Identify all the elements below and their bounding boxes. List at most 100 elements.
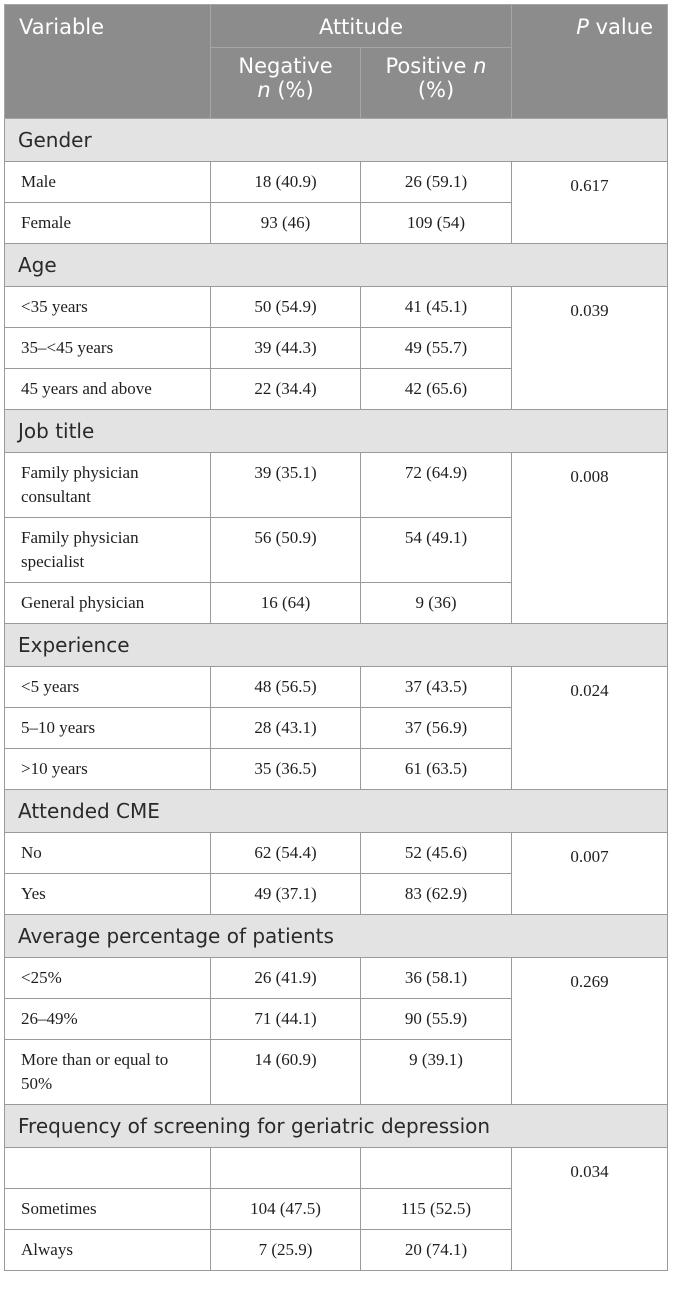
header-positive: Positive n (%) [360,47,512,119]
negative-value: 71 (44.1) [210,998,361,1040]
table-body: Gender Male 18 (40.9) 26 (59.1) 0.617 Female 9… [4,118,668,1271]
section-row: Frequency of screening for geriatric dep… [4,1104,668,1148]
header-negative-pct: (%) [270,78,314,102]
table-row: Sometimes 104 (47.5) 115 (52.5) [4,1188,668,1230]
row-label: Male [4,161,211,203]
p-value: 0.008 [511,452,668,624]
table-row: No 62 (54.4) 52 (45.6) 0.007 [4,832,668,915]
table-row: >10 years 35 (36.5) 61 (63.5) [4,748,668,790]
section-title: Frequency of screening for geriatric dep… [4,1104,668,1148]
positive-value: 37 (43.5) [360,666,512,708]
header-negative-label: Negative [238,54,333,78]
header-positive-n: n [473,54,487,78]
row-label: Family physician consultant [4,452,211,518]
table-row: <5 years 48 (56.5) 37 (43.5) 0.024 [4,666,668,790]
section-title: Job title [4,409,668,453]
negative-value: 14 (60.9) [210,1039,361,1105]
row-label: 35–<45 years [4,327,211,369]
negative-value: 35 (36.5) [210,748,361,790]
row-label: >10 years [4,748,211,790]
row-label: Always [4,1229,211,1271]
section-title: Gender [4,118,668,162]
header-negative: Negative n (%) [210,47,361,119]
positive-value: 36 (58.1) [360,957,512,999]
negative-value: 18 (40.9) [210,161,361,203]
section-row: Age [4,243,668,287]
table-row: <25% 26 (41.9) 36 (58.1) 0.269 [4,957,668,1105]
positive-value: 115 (52.5) [360,1188,512,1230]
positive-value: 9 (36) [360,582,512,624]
positive-value: 37 (56.9) [360,707,512,749]
positive-value: 83 (62.9) [360,873,512,915]
positive-value: 54 (49.1) [360,517,512,583]
section-title: Attended CME [4,789,668,833]
negative-value: 50 (54.9) [210,286,361,328]
p-value: 0.617 [511,161,668,244]
negative-value: 93 (46) [210,202,361,244]
negative-value: 22 (34.4) [210,368,361,410]
table-row: 45 years and above 22 (34.4) 42 (65.6) [4,368,668,410]
negative-value: 28 (43.1) [210,707,361,749]
p-value: 0.269 [511,957,668,1105]
row-label: Family physician specialist [4,517,211,583]
negative-value: 104 (47.5) [210,1188,361,1230]
negative-value: 7 (25.9) [210,1229,361,1271]
section-title: Experience [4,623,668,667]
table-row: General physician 16 (64) 9 (36) [4,582,668,624]
table-row: Always 7 (25.9) 20 (74.1) [4,1229,668,1271]
row-label: 45 years and above [4,368,211,410]
table-row: 0.034 [4,1147,668,1271]
table-row: Female 93 (46) 109 (54) [4,202,668,244]
negative-value: 49 (37.1) [210,873,361,915]
row-label [4,1147,211,1189]
table-row: 26–49% 71 (44.1) 90 (55.9) [4,998,668,1040]
section-row: Experience [4,623,668,667]
section-title: Age [4,243,668,287]
p-value: 0.039 [511,286,668,410]
p-value: 0.007 [511,832,668,915]
negative-value: 39 (35.1) [210,452,361,518]
positive-value: 41 (45.1) [360,286,512,328]
table-row: Male 18 (40.9) 26 (59.1) 0.617 [4,161,668,244]
section-row: Job title [4,409,668,453]
positive-value: 49 (55.7) [360,327,512,369]
header-attitude: Attitude [210,4,512,48]
row-label: <25% [4,957,211,999]
row-label: <35 years [4,286,211,328]
table-row: Family physician specialist 56 (50.9) 54 (… [4,517,668,583]
header-positive-label: Positive [385,54,474,78]
table-row: More than or equal to 50% 14 (60.9) 9 (39.… [4,1039,668,1105]
table-header: Variable Attitude P value Negative n (%) … [4,4,668,119]
row-label: Sometimes [4,1188,211,1230]
header-p-value-rest: value [588,15,653,39]
p-value: 0.034 [511,1147,668,1271]
positive-value: 9 (39.1) [360,1039,512,1105]
section-row: Gender [4,118,668,162]
row-label: No [4,832,211,874]
header-negative-n: n [257,78,271,102]
row-label: 26–49% [4,998,211,1040]
negative-value: 39 (44.3) [210,327,361,369]
negative-value [210,1147,361,1189]
negative-value: 26 (41.9) [210,957,361,999]
row-label: Female [4,202,211,244]
table-row: Family physician consultant 39 (35.1) 72 (… [4,452,668,624]
positive-value: 20 (74.1) [360,1229,512,1271]
p-value: 0.024 [511,666,668,790]
row-label: <5 years [4,666,211,708]
row-label: Yes [4,873,211,915]
table-row: 35–<45 years 39 (44.3) 49 (55.7) [4,327,668,369]
header-variable: Variable [4,4,211,119]
table-row: <35 years 50 (54.9) 41 (45.1) 0.039 [4,286,668,410]
positive-value: 61 (63.5) [360,748,512,790]
positive-value: 109 (54) [360,202,512,244]
attitude-table: Variable Attitude P value Negative n (%) … [4,4,668,1271]
section-row: Average percentage of patients [4,914,668,958]
positive-value [360,1147,512,1189]
positive-value: 90 (55.9) [360,998,512,1040]
negative-value: 62 (54.4) [210,832,361,874]
row-label: More than or equal to 50% [4,1039,211,1105]
row-label: 5–10 years [4,707,211,749]
negative-value: 16 (64) [210,582,361,624]
positive-value: 72 (64.9) [360,452,512,518]
